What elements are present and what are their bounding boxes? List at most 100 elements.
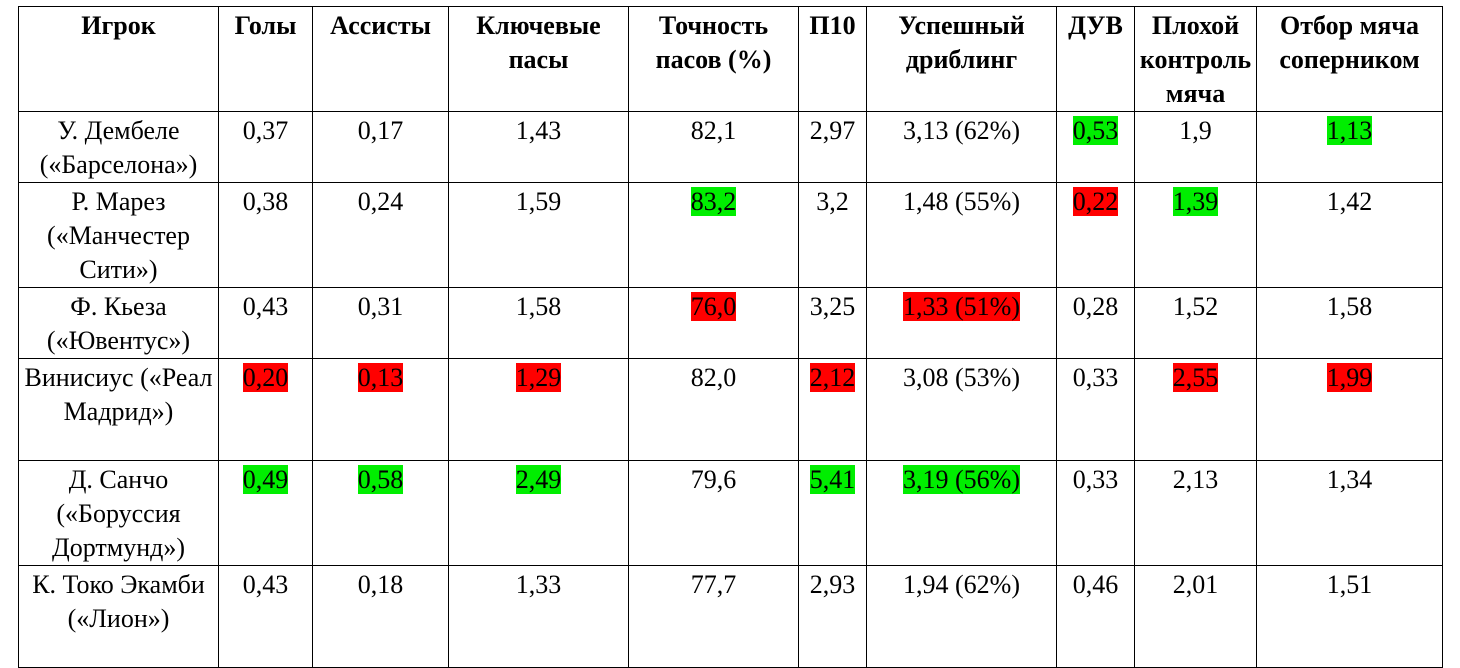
stat-cell: 1,29 [448,358,629,461]
stat-cell: 0,18 [312,565,449,668]
table-row: Винисиус («Реал Мадрид») 0,20 0,13 1,29 82,0… [18,358,1443,461]
stat-value: 0,33 [1072,465,1119,494]
stat-value: 1,59 [515,187,562,216]
stat-value: 0,33 [1072,363,1119,392]
stat-value: 0,46 [1072,570,1119,599]
stat-value: 0,43 [242,570,289,599]
stat-cell: 2,01 [1134,565,1257,668]
player-name: Р. Марез («Манчестер Сити») [47,187,190,284]
stat-cell: 1,39 [1134,182,1257,288]
stat-cell: 2,13 [1134,460,1257,566]
stat-cell: 1,52 [1134,287,1257,359]
stat-value: 1,42 [1326,187,1373,216]
stat-value: 0,49 [242,465,289,494]
stat-value: 0,24 [357,187,404,216]
header-cell: Голы [218,6,313,112]
stat-value: 2,97 [809,116,856,145]
stat-cell: 2,49 [448,460,629,566]
stat-value: 0,18 [357,570,404,599]
stat-cell: 0,49 [218,460,313,566]
stat-cell: 3,08 (53%) [866,358,1057,461]
stat-value: 82,0 [690,363,737,392]
stat-value: 1,34 [1326,465,1373,494]
stat-cell: 1,33 (51%) [866,287,1057,359]
stat-value: 0,53 [1072,116,1119,145]
stat-cell: 76,0 [628,287,799,359]
stat-value: 1,94 (62%) [903,570,1020,599]
header-cell: Ассисты [312,6,449,112]
table-row: Р. Марез («Манчестер Сити») 0,38 0,24 1,59 8… [18,182,1443,288]
stat-cell: 1,42 [1256,182,1443,288]
stat-cell: 1,59 [448,182,629,288]
player-name-cell: Д. Санчо («Боруссия Дортмунд») [18,460,219,566]
stat-cell: 1,43 [448,111,629,183]
header-row: Игрок Голы Ассисты Ключевые пасы Точност… [18,6,1443,112]
stat-value: 0,13 [357,363,404,392]
stat-value: 1,39 [1172,187,1219,216]
header-cell: Отбор мяча соперником [1256,6,1443,112]
player-name-cell: У. Дембеле («Барселона») [18,111,219,183]
player-name: У. Дембеле («Барселона») [39,116,198,179]
stat-value: 2,01 [1172,570,1219,599]
stat-cell: 0,24 [312,182,449,288]
stat-cell: 77,7 [628,565,799,668]
stat-value: 0,28 [1072,292,1119,321]
header-cell: Игрок [18,6,219,112]
stat-value: 3,13 (62%) [903,116,1020,145]
stat-value: 82,1 [690,116,737,145]
stat-value: 1,13 [1326,116,1373,145]
stat-cell: 0,33 [1056,358,1135,461]
stat-cell: 82,0 [628,358,799,461]
header-cell: ДУВ [1056,6,1135,112]
stat-cell: 1,58 [448,287,629,359]
stat-cell: 2,93 [798,565,867,668]
stat-value: 1,43 [515,116,562,145]
stat-cell: 0,22 [1056,182,1135,288]
stat-value: 83,2 [690,187,737,216]
player-stats-table: Игрок Голы Ассисты Ключевые пасы Точност… [18,6,1443,668]
stat-value: 2,93 [809,570,856,599]
stat-value: 3,19 (56%) [903,465,1020,494]
stat-cell: 83,2 [628,182,799,288]
stat-value: 0,22 [1072,187,1119,216]
stat-value: 76,0 [690,292,737,321]
stat-cell: 3,19 (56%) [866,460,1057,566]
stat-cell: 0,31 [312,287,449,359]
stat-value: 77,7 [690,570,737,599]
stat-value: 3,2 [816,187,849,216]
stat-cell: 2,55 [1134,358,1257,461]
stat-cell: 5,41 [798,460,867,566]
table-row: Ф. Кьеза («Ювентус») 0,43 0,31 1,58 76,0 3,25… [18,287,1443,359]
stat-value: 1,33 [515,570,562,599]
stat-cell: 0,43 [218,287,313,359]
stat-cell: 1,34 [1256,460,1443,566]
stat-cell: 1,48 (55%) [866,182,1057,288]
stat-cell: 3,25 [798,287,867,359]
stat-cell: 1,9 [1134,111,1257,183]
stat-cell: 82,1 [628,111,799,183]
player-name-cell: Ф. Кьеза («Ювентус») [18,287,219,359]
stat-cell: 0,17 [312,111,449,183]
stat-cell: 0,58 [312,460,449,566]
player-name-cell: Винисиус («Реал Мадрид») [18,358,219,461]
stat-value: 1,51 [1326,570,1373,599]
header-cell: Точность пасов (%) [628,6,799,112]
table-row: У. Дембеле («Барселона») 0,37 0,17 1,43 82,1… [18,111,1443,183]
player-name: Ф. Кьеза («Ювентус») [46,292,191,355]
player-name-cell: К. Токо Экамби («Лион») [18,565,219,668]
stat-cell: 1,51 [1256,565,1443,668]
stat-value: 3,25 [809,292,856,321]
table-body: У. Дембеле («Барселона») 0,37 0,17 1,43 82,1… [18,111,1443,668]
stat-value: 79,6 [690,465,737,494]
stat-cell: 1,58 [1256,287,1443,359]
stat-cell: 1,13 [1256,111,1443,183]
stat-value: 1,48 (55%) [903,187,1020,216]
stat-cell: 1,99 [1256,358,1443,461]
stat-value: 1,9 [1179,116,1212,145]
stat-cell: 2,12 [798,358,867,461]
stat-value: 1,52 [1172,292,1219,321]
stat-cell: 0,13 [312,358,449,461]
stat-value: 0,31 [357,292,404,321]
stat-value: 3,08 (53%) [903,363,1020,392]
stat-cell: 0,33 [1056,460,1135,566]
